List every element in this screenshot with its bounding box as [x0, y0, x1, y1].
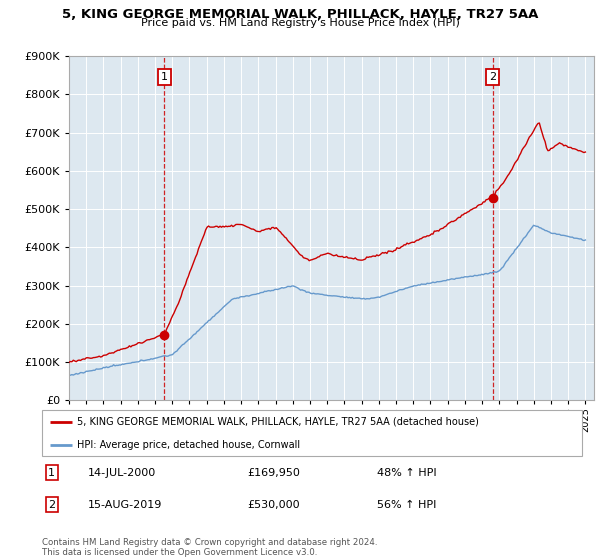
Text: HPI: Average price, detached house, Cornwall: HPI: Average price, detached house, Corn…: [77, 440, 300, 450]
Text: 1: 1: [48, 468, 55, 478]
Text: 2: 2: [489, 72, 496, 82]
Text: Contains HM Land Registry data © Crown copyright and database right 2024.
This d: Contains HM Land Registry data © Crown c…: [42, 538, 377, 557]
Text: 5, KING GEORGE MEMORIAL WALK, PHILLACK, HAYLE, TR27 5AA: 5, KING GEORGE MEMORIAL WALK, PHILLACK, …: [62, 8, 538, 21]
Text: £530,000: £530,000: [247, 500, 300, 510]
Text: Price paid vs. HM Land Registry's House Price Index (HPI): Price paid vs. HM Land Registry's House …: [140, 18, 460, 28]
Text: 48% ↑ HPI: 48% ↑ HPI: [377, 468, 436, 478]
Text: £169,950: £169,950: [247, 468, 300, 478]
Text: 1: 1: [161, 72, 168, 82]
Text: 14-JUL-2000: 14-JUL-2000: [88, 468, 156, 478]
Text: 2: 2: [48, 500, 55, 510]
Text: 15-AUG-2019: 15-AUG-2019: [88, 500, 162, 510]
Text: 56% ↑ HPI: 56% ↑ HPI: [377, 500, 436, 510]
Text: 5, KING GEORGE MEMORIAL WALK, PHILLACK, HAYLE, TR27 5AA (detached house): 5, KING GEORGE MEMORIAL WALK, PHILLACK, …: [77, 417, 479, 427]
